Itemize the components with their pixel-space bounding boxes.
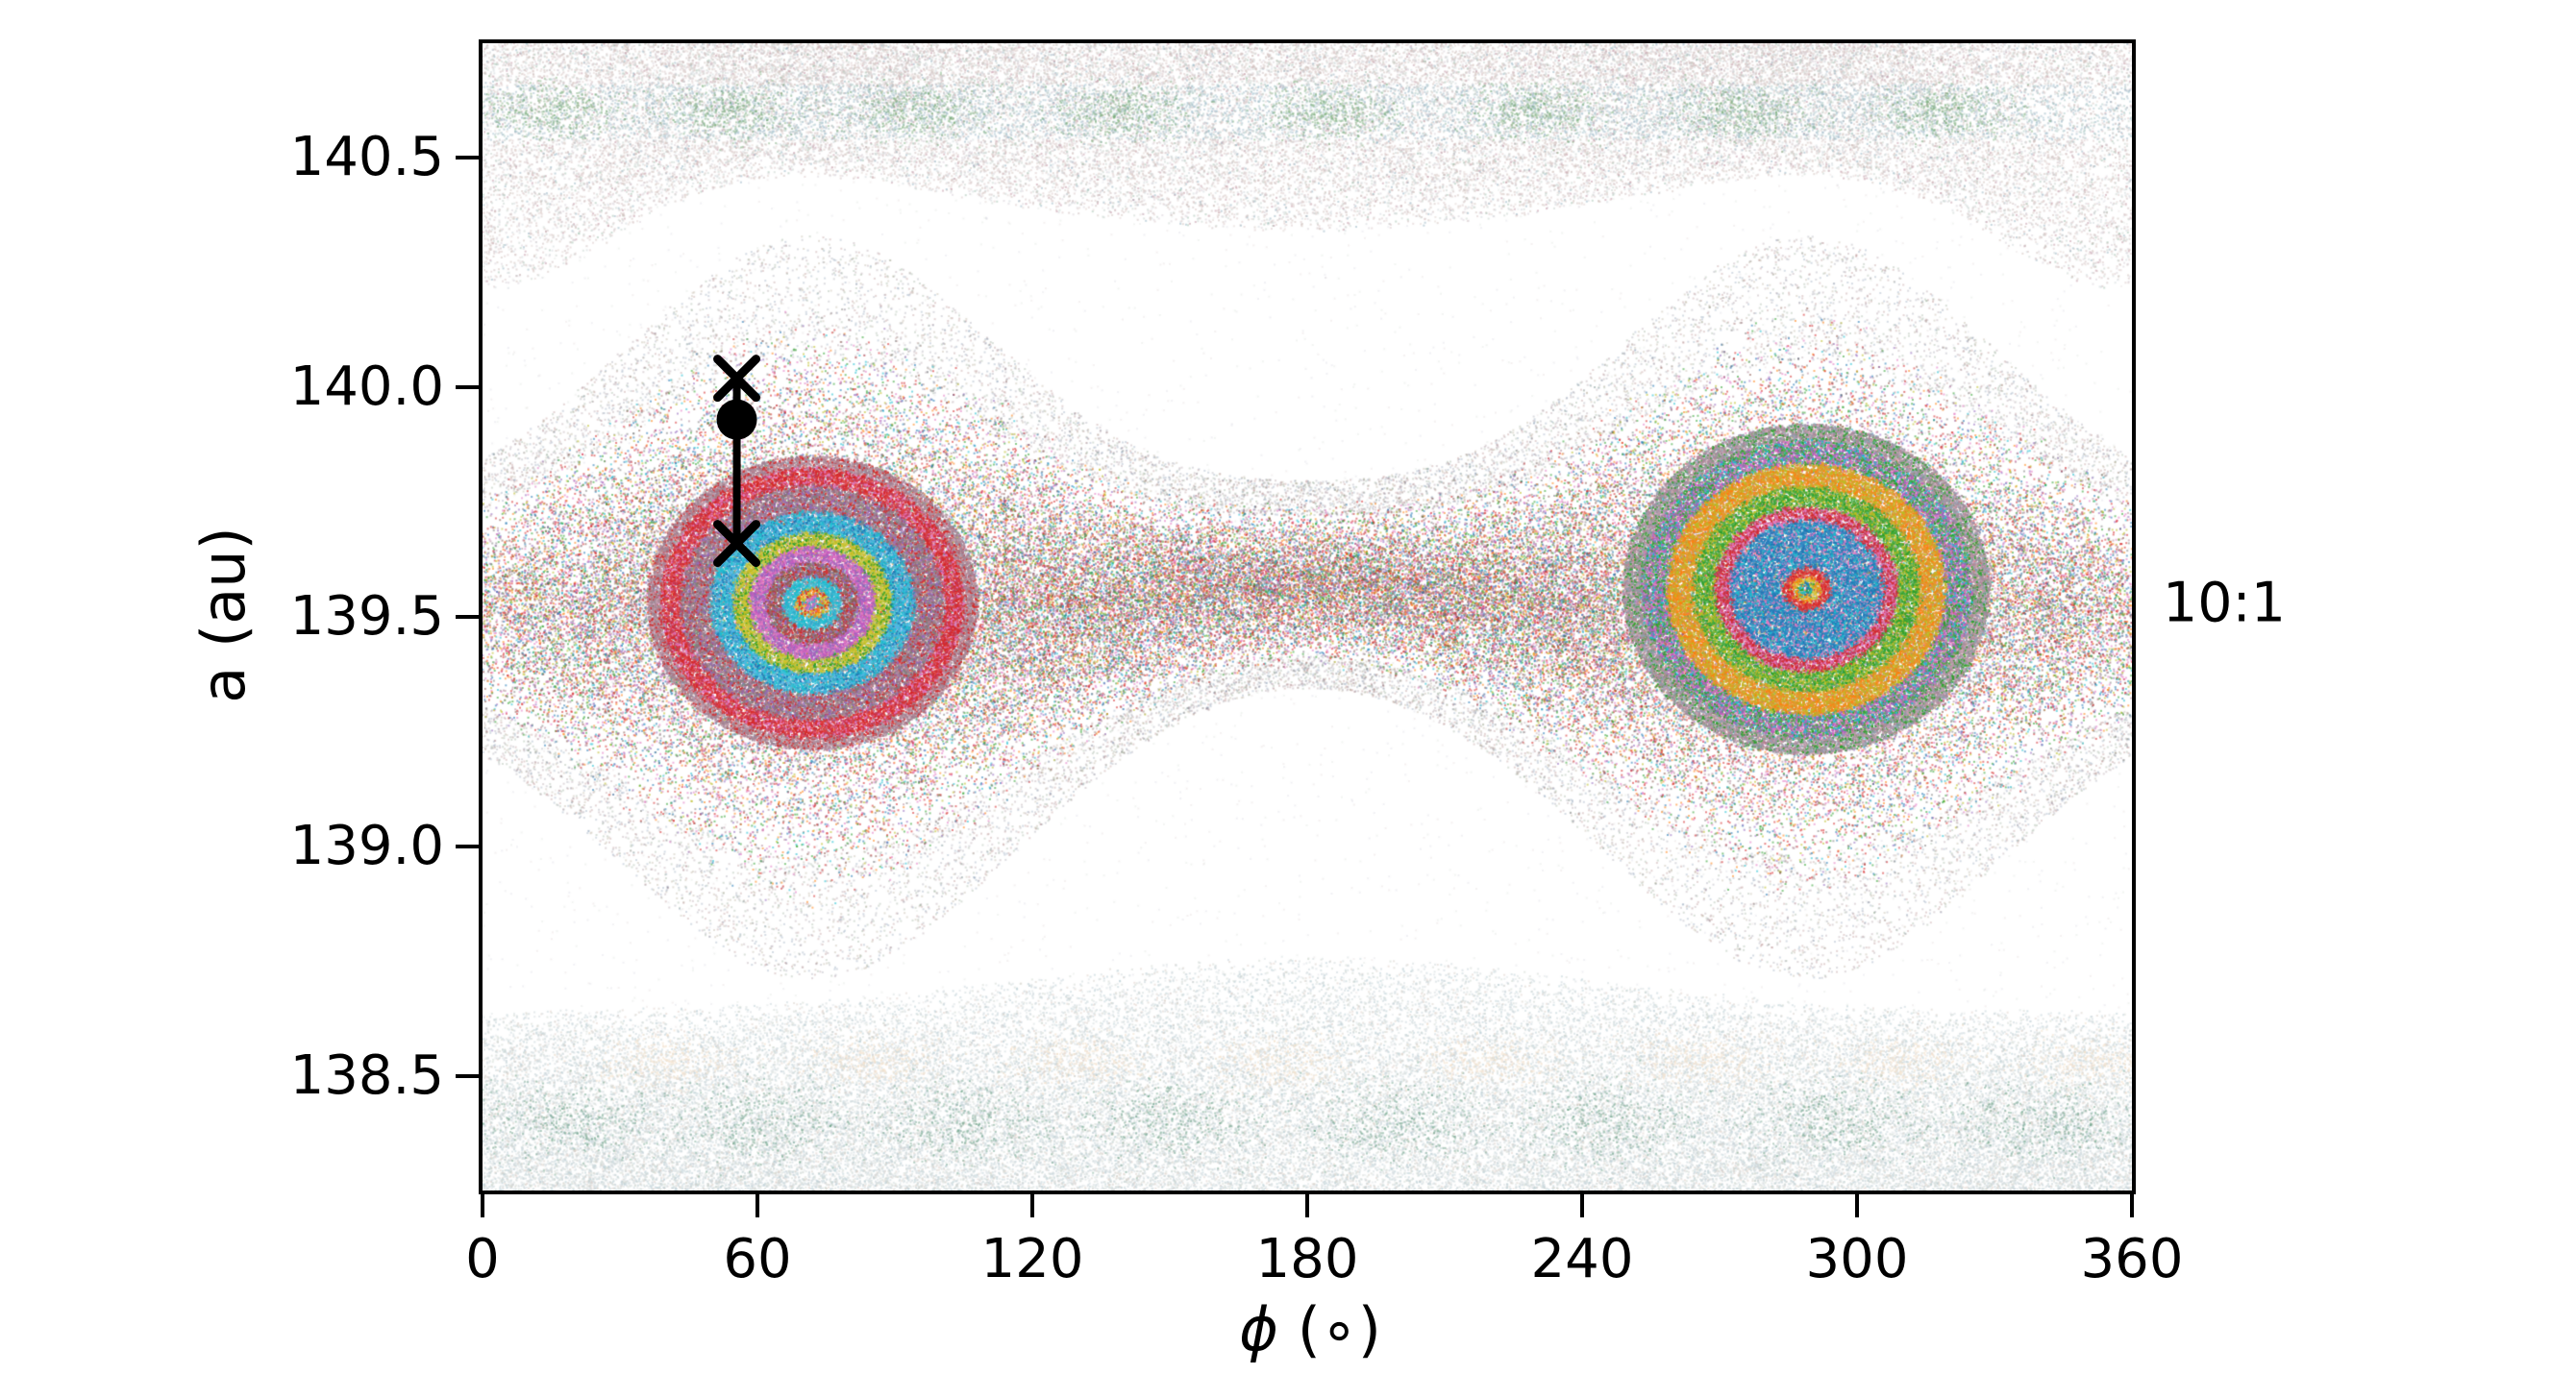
x-tick-label: 300 [1805, 1228, 1909, 1290]
x-tick-mark [1305, 1194, 1309, 1217]
y-tick-mark [456, 156, 479, 160]
x-tick-mark [755, 1194, 759, 1217]
y-tick-mark [456, 615, 479, 619]
x-axis-label: ϕ (∘) [1239, 1295, 1381, 1363]
y-tick-label: 139.0 [289, 815, 444, 877]
phase-space-scatter-canvas [483, 43, 2132, 1190]
x-tick-mark [1580, 1194, 1584, 1217]
x-tick-label: 360 [2080, 1228, 2184, 1290]
x-tick-label: 0 [465, 1228, 500, 1290]
x-tick-mark [1030, 1194, 1034, 1217]
y-tick-label: 140.5 [289, 126, 444, 189]
y-tick-mark [456, 385, 479, 390]
phi-symbol: ϕ [1239, 1294, 1278, 1364]
resonance-ratio-annotation: 10:1 [2163, 571, 2286, 635]
y-tick-mark [456, 844, 479, 848]
x-tick-label: 240 [1530, 1228, 1634, 1290]
x-tick-mark [2130, 1194, 2134, 1217]
y-tick-label: 140.0 [289, 356, 444, 419]
x-tick-label: 180 [1255, 1228, 1359, 1290]
y-tick-mark [456, 1073, 479, 1078]
y-tick-label: 138.5 [289, 1043, 444, 1107]
y-axis-label: a (au) [187, 527, 259, 703]
x-tick-label: 120 [980, 1228, 1084, 1290]
x-tick-mark [481, 1194, 484, 1217]
x-tick-mark [1855, 1194, 1859, 1217]
y-tick-label: 139.5 [289, 585, 444, 649]
degree-unit: (∘) [1278, 1294, 1381, 1364]
x-tick-label: 60 [723, 1228, 792, 1290]
